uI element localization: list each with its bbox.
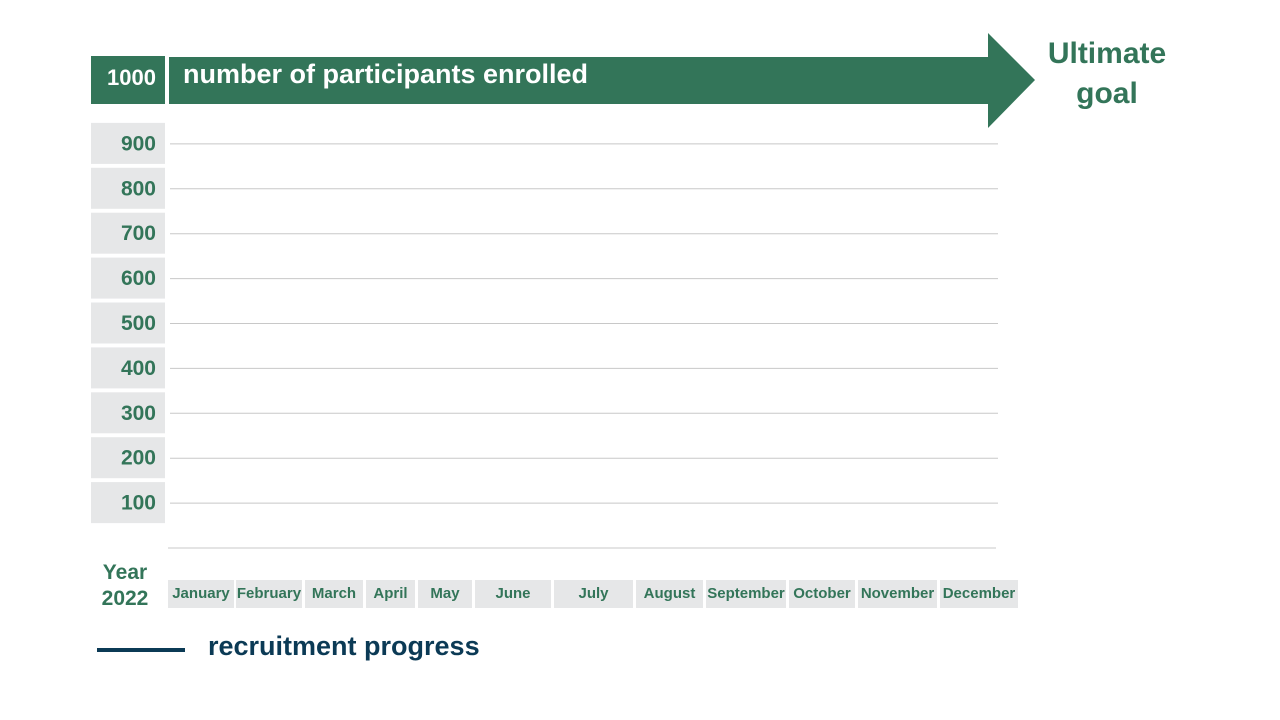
x-tick-label: May: [430, 585, 460, 602]
y-tick-label: 700: [121, 222, 156, 245]
x-tick-label: August: [644, 585, 696, 602]
tick-box: [91, 212, 165, 254]
x-tick-box: [168, 580, 234, 608]
tick-box: [91, 392, 165, 434]
tick-box: [91, 437, 165, 479]
x-tick-box: [858, 580, 937, 608]
x-tick-label: October: [793, 585, 851, 602]
y-tick-label: 500: [121, 312, 156, 335]
x-tick-box: [366, 580, 415, 608]
x-tick-label: March: [312, 585, 356, 602]
x-axis-label: Year 2022: [101, 561, 149, 610]
x-tick-label: February: [237, 585, 302, 602]
x-tick-label: January: [172, 585, 230, 602]
x-tick-box: [418, 580, 472, 608]
x-tick-box: [305, 580, 363, 608]
tick-box: [91, 122, 165, 164]
tick-box: [91, 56, 165, 104]
x-tick-label: December: [943, 585, 1016, 602]
tick-box: [91, 347, 165, 389]
x-tick-label: April: [373, 585, 407, 602]
tick-box: [91, 302, 165, 344]
x-tick-box: [789, 580, 855, 608]
y-axis-label: number of participants enrolled: [183, 59, 588, 89]
y-tick-label: 800: [121, 177, 156, 200]
annotation: Ultimate goal: [1047, 37, 1167, 110]
x-tick-label: November: [861, 585, 935, 602]
x-tick-label: September: [707, 585, 785, 602]
x-tick-box: [236, 580, 302, 608]
legend-label: recruitment progress: [208, 631, 480, 661]
tick-box: [91, 167, 165, 209]
x-tick-label: June: [495, 585, 530, 602]
x-tick-box: [940, 580, 1018, 608]
y-tick-label: 300: [121, 402, 156, 425]
y-tick-label: 200: [121, 447, 156, 470]
y-tick-label: 600: [121, 267, 156, 290]
x-tick-box: [636, 580, 703, 608]
y-tick-label: 400: [121, 357, 156, 380]
x-tick-box: [554, 580, 633, 608]
y-tick-label: 100: [121, 492, 156, 515]
x-tick-box: [706, 580, 786, 608]
y-tick-label: 900: [121, 132, 156, 155]
x-tick-label: July: [578, 585, 609, 602]
goal-arrow: [169, 33, 1035, 128]
tick-box: [91, 257, 165, 299]
tick-box: [91, 482, 165, 524]
x-tick-box: [475, 580, 551, 608]
y-tick-label: 1000: [107, 65, 156, 90]
